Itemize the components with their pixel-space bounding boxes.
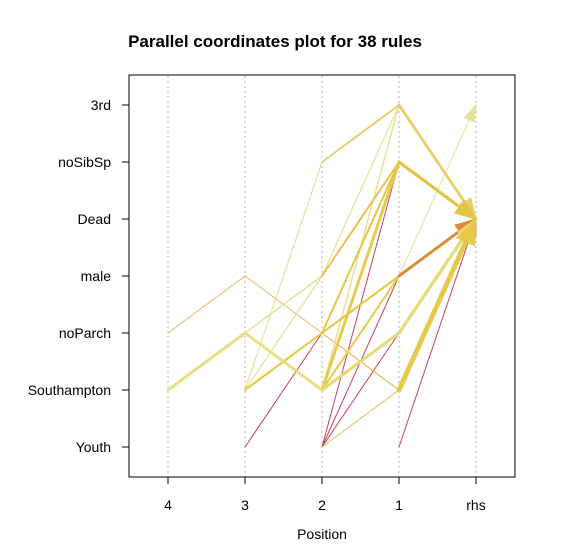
rule-line-14 [244,161,465,334]
x-tick-label: 2 [318,497,326,513]
y-tick-label: Southampton [28,382,111,398]
y-tick-label: noSibSp [58,154,111,170]
rule-arrowheads [454,103,478,247]
rule-lines [166,103,472,448]
rule-arrowhead-20 [455,217,477,247]
rule-line-3 [244,104,469,391]
x-axis: 4 3 2 1 rhs [164,477,486,513]
rule-line-20 [396,237,470,393]
y-tick-label: 3rd [91,97,111,113]
rule-line-26 [244,104,469,391]
x-tick-label: 1 [395,497,403,513]
x-tick-label: 3 [241,497,249,513]
y-tick-label: Youth [76,439,111,455]
rule-line-18 [166,232,468,392]
x-tick-label: 4 [164,497,172,513]
x-axis-title: Position [297,526,347,542]
rule-line-25 [244,161,466,448]
y-axis: 3rd noSibSp Dead male noParch Southampton Yout… [28,97,129,455]
y-tick-label: male [81,268,112,284]
rule-arrowhead-6 [454,199,478,220]
y-tick-label: noParch [59,325,111,341]
chart-title: Parallel coordinates plot for 38 rules [128,32,422,51]
rule-line-2 [321,104,469,391]
rule-line-0 [397,103,468,206]
rule-line-23 [398,231,472,448]
rule-line-8 [321,161,465,334]
x-tick-label: rhs [466,497,485,513]
rule-line-10 [397,228,463,278]
rule-line-6 [320,160,463,392]
y-tick-label: Dead [78,211,111,227]
rule-line-9 [321,161,466,448]
rule-arrowhead-27 [463,103,477,123]
